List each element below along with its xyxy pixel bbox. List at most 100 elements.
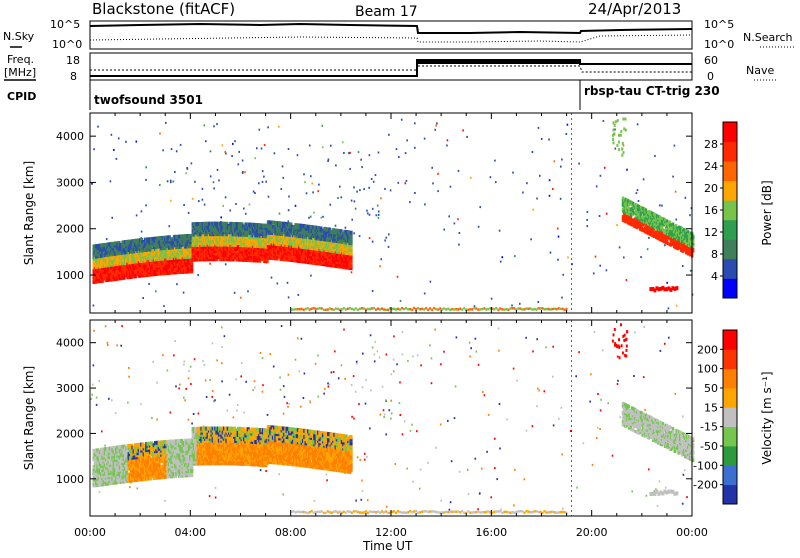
- data-cell: [557, 228, 559, 230]
- data-cell: [501, 308, 503, 311]
- data-cell: [477, 508, 479, 510]
- data-cell: [402, 331, 404, 333]
- data-cell: [383, 308, 385, 311]
- data-cell: [288, 374, 290, 376]
- data-cell: [486, 451, 488, 453]
- data-cell: [229, 210, 231, 212]
- data-cell: [455, 308, 457, 311]
- data-cell: [495, 307, 497, 310]
- data-cell: [600, 399, 602, 401]
- data-cell: [287, 406, 289, 408]
- data-cell: [411, 424, 413, 426]
- data-cell: [376, 214, 378, 216]
- data-cell: [111, 399, 113, 401]
- data-cell: [329, 384, 331, 386]
- data-cell: [475, 338, 477, 340]
- data-cell: [538, 127, 540, 129]
- data-cell: [623, 151, 625, 154]
- data-cell: [237, 404, 239, 406]
- data-cell: [575, 375, 577, 377]
- data-cell: [562, 308, 564, 311]
- data-cell: [544, 308, 546, 311]
- data-cell: [468, 493, 470, 495]
- data-cell: [258, 182, 260, 184]
- data-cell: [499, 403, 501, 405]
- data-cell: [398, 156, 400, 158]
- data-cell: [399, 402, 401, 404]
- data-cell: [185, 388, 187, 390]
- data-cell: [261, 148, 263, 150]
- data-cell: [210, 150, 212, 152]
- data-cell: [364, 459, 366, 461]
- data-cell: [379, 308, 381, 311]
- cpid-label: CPID: [7, 90, 36, 103]
- data-cell: [280, 389, 282, 391]
- data-cell: [362, 490, 364, 492]
- data-cell: [338, 377, 340, 379]
- data-cell: [234, 140, 236, 142]
- data-cell: [104, 445, 106, 447]
- data-cell: [546, 308, 548, 311]
- data-cell: [331, 308, 333, 311]
- data-cell: [557, 259, 559, 261]
- data-cell: [331, 371, 333, 373]
- data-cell: [337, 308, 339, 311]
- data-cell: [416, 430, 418, 432]
- data-cell: [447, 139, 449, 141]
- data-cell: [93, 330, 95, 332]
- data-cell: [136, 214, 138, 216]
- data-cell: [391, 412, 393, 414]
- data-cell: [507, 309, 509, 312]
- data-cell: [353, 232, 355, 234]
- y-tick-label: 1000: [56, 269, 84, 282]
- data-cell: [303, 309, 305, 312]
- data-cell: [626, 279, 628, 281]
- data-cell: [414, 192, 416, 194]
- data-cell: [241, 362, 243, 364]
- data-cell: [537, 388, 539, 390]
- data-cell: [467, 469, 469, 471]
- data-cell: [403, 308, 405, 311]
- data-cell: [233, 416, 235, 418]
- data-cell: [521, 308, 523, 311]
- data-cell: [406, 139, 408, 141]
- freq-tick-high: 18: [66, 54, 80, 67]
- data-cell: [238, 151, 240, 153]
- data-cell: [406, 468, 408, 470]
- nave-trace: [90, 66, 692, 72]
- data-cell: [362, 386, 364, 388]
- data-cell: [349, 152, 351, 154]
- data-cell: [156, 419, 158, 421]
- data-cell: [225, 196, 227, 198]
- data-cell: [552, 188, 554, 190]
- data-cell: [550, 252, 552, 254]
- data-cell: [511, 307, 513, 310]
- data-cell: [604, 167, 606, 169]
- data-cell: [173, 354, 175, 356]
- data-cell: [419, 308, 421, 311]
- data-cell: [548, 308, 550, 311]
- data-cell: [183, 364, 185, 366]
- data-cell: [373, 181, 375, 183]
- data-cell: [353, 375, 355, 377]
- data-cell: [541, 138, 543, 140]
- data-cell: [342, 141, 344, 143]
- data-cell: [354, 200, 356, 202]
- data-cell: [192, 198, 194, 200]
- data-cell: [578, 163, 580, 165]
- data-cell: [245, 213, 247, 215]
- data-cell: [322, 125, 324, 127]
- data-cell: [462, 129, 464, 131]
- data-cell: [288, 296, 290, 298]
- data-cell: [311, 183, 313, 185]
- data-cell: [545, 346, 547, 348]
- data-cell: [359, 189, 361, 191]
- nave-label: Nave: [746, 64, 774, 77]
- data-cell: [424, 138, 426, 140]
- data-cell: [558, 236, 560, 238]
- data-cell: [561, 453, 563, 455]
- data-cell: [268, 196, 270, 198]
- data-cell: [457, 308, 459, 311]
- data-cell: [270, 353, 272, 355]
- data-cell: [390, 189, 392, 191]
